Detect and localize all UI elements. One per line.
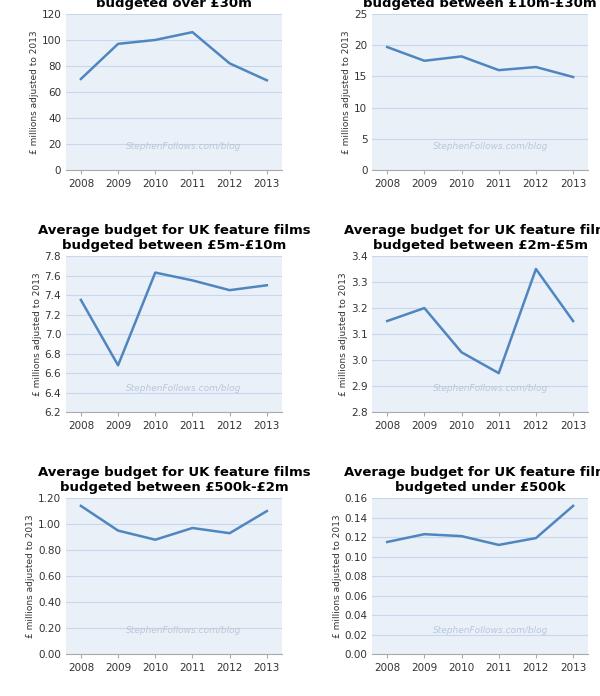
Title: Average budget for UK feature films
budgeted between £2m-£5m: Average budget for UK feature films budg… <box>344 224 600 252</box>
Y-axis label: £ millions adjusted to 2013: £ millions adjusted to 2013 <box>343 30 352 154</box>
Text: StephenFollows.com/blog: StephenFollows.com/blog <box>127 626 242 635</box>
Title: Average budget for UK feature films
budgeted between £10m-£30m: Average budget for UK feature films budg… <box>344 0 600 10</box>
Y-axis label: £ millions adjusted to 2013: £ millions adjusted to 2013 <box>29 30 38 154</box>
Title: Average budget for UK feature films
budgeted under £500k: Average budget for UK feature films budg… <box>344 466 600 494</box>
Text: StephenFollows.com/blog: StephenFollows.com/blog <box>433 384 548 393</box>
Text: StephenFollows.com/blog: StephenFollows.com/blog <box>127 143 242 151</box>
Y-axis label: £ millions adjusted to 2013: £ millions adjusted to 2013 <box>33 272 42 396</box>
Text: StephenFollows.com/blog: StephenFollows.com/blog <box>433 626 548 635</box>
Title: Average budget for UK feature films
budgeted between £500k-£2m: Average budget for UK feature films budg… <box>38 466 310 494</box>
Y-axis label: £ millions adjusted to 2013: £ millions adjusted to 2013 <box>332 514 341 638</box>
Text: StephenFollows.com/blog: StephenFollows.com/blog <box>433 143 548 151</box>
Title: Average budget for UK feature films
budgeted between £5m-£10m: Average budget for UK feature films budg… <box>38 224 310 252</box>
Y-axis label: £ millions adjusted to 2013: £ millions adjusted to 2013 <box>26 514 35 638</box>
Text: StephenFollows.com/blog: StephenFollows.com/blog <box>127 384 242 393</box>
Title: Average budget for UK feature films
budgeted over £30m: Average budget for UK feature films budg… <box>38 0 310 10</box>
Y-axis label: £ millions adjusted to 2013: £ millions adjusted to 2013 <box>339 272 348 396</box>
